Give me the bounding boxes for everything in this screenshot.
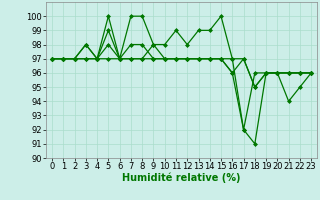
X-axis label: Humidité relative (%): Humidité relative (%) bbox=[122, 173, 241, 183]
